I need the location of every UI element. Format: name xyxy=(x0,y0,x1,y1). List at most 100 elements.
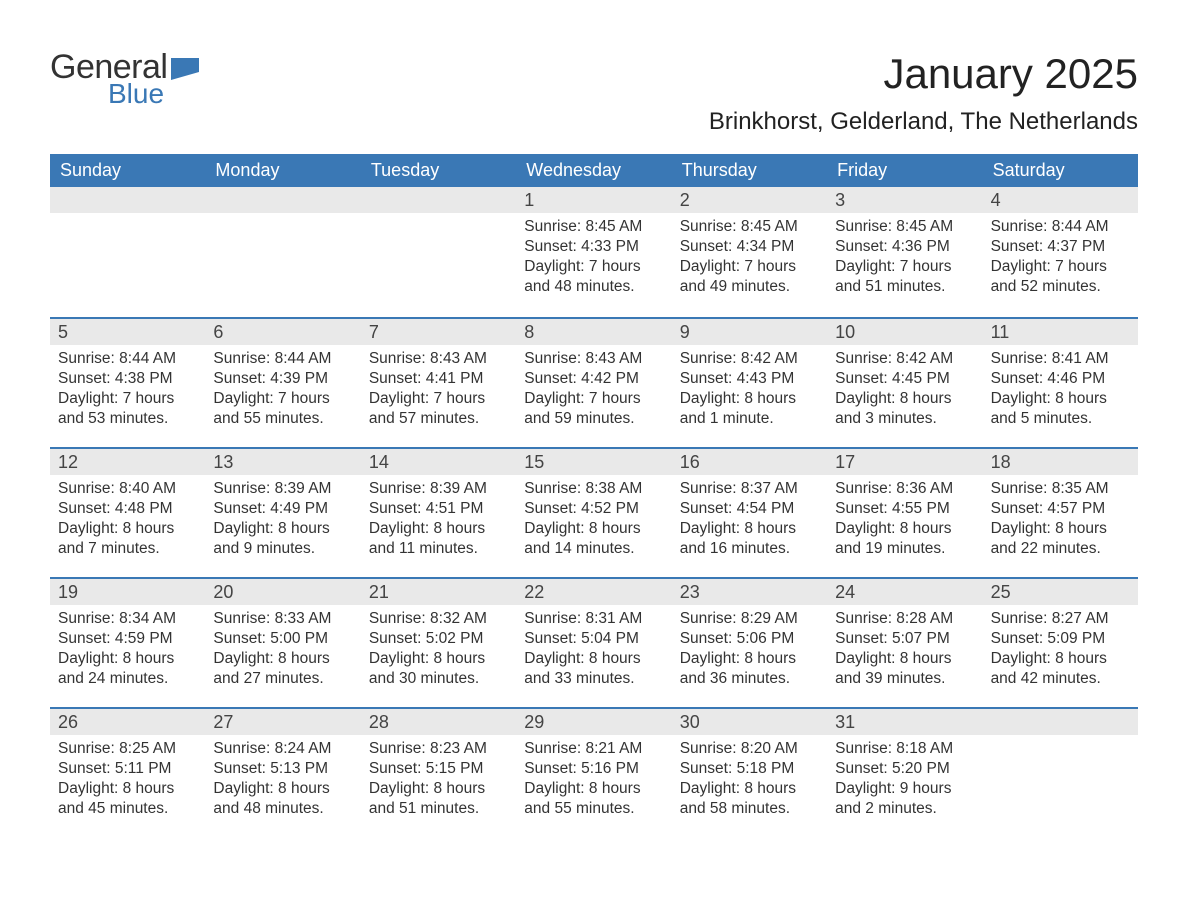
day-cell: 3Sunrise: 8:45 AMSunset: 4:36 PMDaylight… xyxy=(827,187,982,317)
brand-text: General Blue xyxy=(50,50,167,108)
daylight-text: Daylight: 8 hours and 48 minutes. xyxy=(213,779,352,819)
day-number: 29 xyxy=(516,709,671,735)
sunrise-text: Sunrise: 8:42 AM xyxy=(680,349,819,369)
sunrise-text: Sunrise: 8:33 AM xyxy=(213,609,352,629)
daylight-text: Daylight: 8 hours and 9 minutes. xyxy=(213,519,352,559)
day-cell: 4Sunrise: 8:44 AMSunset: 4:37 PMDaylight… xyxy=(983,187,1138,317)
day-cell xyxy=(50,187,205,317)
sunset-text: Sunset: 5:18 PM xyxy=(680,759,819,779)
day-cell: 23Sunrise: 8:29 AMSunset: 5:06 PMDayligh… xyxy=(672,579,827,707)
sunrise-text: Sunrise: 8:29 AM xyxy=(680,609,819,629)
sunset-text: Sunset: 4:45 PM xyxy=(835,369,974,389)
sunset-text: Sunset: 5:07 PM xyxy=(835,629,974,649)
daylight-text: Daylight: 7 hours and 51 minutes. xyxy=(835,257,974,297)
sunset-text: Sunset: 4:52 PM xyxy=(524,499,663,519)
day-cell xyxy=(205,187,360,317)
sunset-text: Sunset: 5:06 PM xyxy=(680,629,819,649)
day-cell: 22Sunrise: 8:31 AMSunset: 5:04 PMDayligh… xyxy=(516,579,671,707)
daylight-text: Daylight: 8 hours and 51 minutes. xyxy=(369,779,508,819)
day-body: Sunrise: 8:24 AMSunset: 5:13 PMDaylight:… xyxy=(205,735,360,828)
daylight-text: Daylight: 7 hours and 53 minutes. xyxy=(58,389,197,429)
sunset-text: Sunset: 4:37 PM xyxy=(991,237,1130,257)
sunrise-text: Sunrise: 8:31 AM xyxy=(524,609,663,629)
sunset-text: Sunset: 4:38 PM xyxy=(58,369,197,389)
day-cell xyxy=(361,187,516,317)
weekday-cell: Wednesday xyxy=(516,154,671,187)
sunrise-text: Sunrise: 8:42 AM xyxy=(835,349,974,369)
day-number: 22 xyxy=(516,579,671,605)
daylight-text: Daylight: 8 hours and 24 minutes. xyxy=(58,649,197,689)
sunrise-text: Sunrise: 8:23 AM xyxy=(369,739,508,759)
day-number: 15 xyxy=(516,449,671,475)
day-body: Sunrise: 8:45 AMSunset: 4:33 PMDaylight:… xyxy=(516,213,671,306)
sunrise-text: Sunrise: 8:44 AM xyxy=(991,217,1130,237)
weekday-cell: Saturday xyxy=(983,154,1138,187)
day-number: 25 xyxy=(983,579,1138,605)
month-title: January 2025 xyxy=(709,50,1138,98)
day-number: 1 xyxy=(516,187,671,213)
day-body: Sunrise: 8:34 AMSunset: 4:59 PMDaylight:… xyxy=(50,605,205,698)
day-body: Sunrise: 8:41 AMSunset: 4:46 PMDaylight:… xyxy=(983,345,1138,438)
day-cell: 12Sunrise: 8:40 AMSunset: 4:48 PMDayligh… xyxy=(50,449,205,577)
day-number: 11 xyxy=(983,319,1138,345)
day-body: Sunrise: 8:38 AMSunset: 4:52 PMDaylight:… xyxy=(516,475,671,568)
sunset-text: Sunset: 4:34 PM xyxy=(680,237,819,257)
weekday-cell: Tuesday xyxy=(361,154,516,187)
sunrise-text: Sunrise: 8:32 AM xyxy=(369,609,508,629)
weekday-cell: Friday xyxy=(827,154,982,187)
day-number: 19 xyxy=(50,579,205,605)
daylight-text: Daylight: 7 hours and 48 minutes. xyxy=(524,257,663,297)
sunset-text: Sunset: 4:51 PM xyxy=(369,499,508,519)
day-body: Sunrise: 8:37 AMSunset: 4:54 PMDaylight:… xyxy=(672,475,827,568)
day-body xyxy=(361,213,516,225)
day-body: Sunrise: 8:43 AMSunset: 4:41 PMDaylight:… xyxy=(361,345,516,438)
sunset-text: Sunset: 4:46 PM xyxy=(991,369,1130,389)
daylight-text: Daylight: 8 hours and 19 minutes. xyxy=(835,519,974,559)
page-header: General Blue January 2025 Brinkhorst, Ge… xyxy=(50,50,1138,136)
title-block: January 2025 Brinkhorst, Gelderland, The… xyxy=(709,50,1138,136)
day-number: 28 xyxy=(361,709,516,735)
weekday-cell: Sunday xyxy=(50,154,205,187)
day-number: 17 xyxy=(827,449,982,475)
day-body: Sunrise: 8:43 AMSunset: 4:42 PMDaylight:… xyxy=(516,345,671,438)
calendar: SundayMondayTuesdayWednesdayThursdayFrid… xyxy=(50,154,1138,837)
day-number: 14 xyxy=(361,449,516,475)
day-number xyxy=(50,187,205,213)
daylight-text: Daylight: 8 hours and 33 minutes. xyxy=(524,649,663,689)
day-cell: 26Sunrise: 8:25 AMSunset: 5:11 PMDayligh… xyxy=(50,709,205,837)
day-cell: 29Sunrise: 8:21 AMSunset: 5:16 PMDayligh… xyxy=(516,709,671,837)
sunset-text: Sunset: 5:11 PM xyxy=(58,759,197,779)
sunset-text: Sunset: 5:02 PM xyxy=(369,629,508,649)
sunrise-text: Sunrise: 8:21 AM xyxy=(524,739,663,759)
daylight-text: Daylight: 8 hours and 11 minutes. xyxy=(369,519,508,559)
day-cell: 25Sunrise: 8:27 AMSunset: 5:09 PMDayligh… xyxy=(983,579,1138,707)
day-number: 12 xyxy=(50,449,205,475)
day-cell: 28Sunrise: 8:23 AMSunset: 5:15 PMDayligh… xyxy=(361,709,516,837)
sunrise-text: Sunrise: 8:34 AM xyxy=(58,609,197,629)
day-number: 31 xyxy=(827,709,982,735)
day-body: Sunrise: 8:23 AMSunset: 5:15 PMDaylight:… xyxy=(361,735,516,828)
daylight-text: Daylight: 7 hours and 57 minutes. xyxy=(369,389,508,429)
sunset-text: Sunset: 5:09 PM xyxy=(991,629,1130,649)
day-body xyxy=(983,735,1138,747)
day-cell: 11Sunrise: 8:41 AMSunset: 4:46 PMDayligh… xyxy=(983,319,1138,447)
daylight-text: Daylight: 8 hours and 27 minutes. xyxy=(213,649,352,689)
sunrise-text: Sunrise: 8:37 AM xyxy=(680,479,819,499)
sunrise-text: Sunrise: 8:40 AM xyxy=(58,479,197,499)
sunrise-text: Sunrise: 8:45 AM xyxy=(835,217,974,237)
daylight-text: Daylight: 8 hours and 45 minutes. xyxy=(58,779,197,819)
daylight-text: Daylight: 8 hours and 22 minutes. xyxy=(991,519,1130,559)
day-cell: 6Sunrise: 8:44 AMSunset: 4:39 PMDaylight… xyxy=(205,319,360,447)
week-row: 26Sunrise: 8:25 AMSunset: 5:11 PMDayligh… xyxy=(50,707,1138,837)
daylight-text: Daylight: 8 hours and 42 minutes. xyxy=(991,649,1130,689)
location-text: Brinkhorst, Gelderland, The Netherlands xyxy=(709,108,1138,136)
sunset-text: Sunset: 4:33 PM xyxy=(524,237,663,257)
flag-icon xyxy=(171,58,205,88)
day-number: 16 xyxy=(672,449,827,475)
day-body: Sunrise: 8:33 AMSunset: 5:00 PMDaylight:… xyxy=(205,605,360,698)
day-cell: 7Sunrise: 8:43 AMSunset: 4:41 PMDaylight… xyxy=(361,319,516,447)
sunrise-text: Sunrise: 8:43 AM xyxy=(369,349,508,369)
daylight-text: Daylight: 8 hours and 30 minutes. xyxy=(369,649,508,689)
brand-logo: General Blue xyxy=(50,50,205,108)
sunrise-text: Sunrise: 8:45 AM xyxy=(524,217,663,237)
